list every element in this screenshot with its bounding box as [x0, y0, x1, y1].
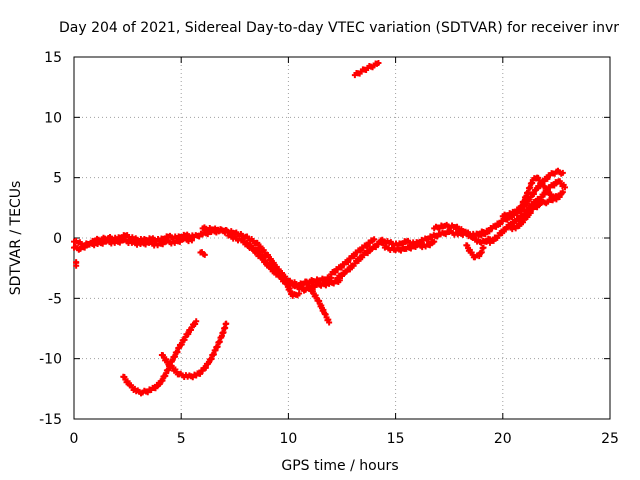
data-marker	[493, 223, 500, 230]
chart-title: Day 204 of 2021, Sidereal Day-to-day VTE…	[59, 20, 619, 36]
series-track-dip-upper	[199, 224, 335, 289]
data-point	[375, 60, 382, 67]
series-track-outlier-early	[197, 249, 208, 258]
data-marker	[551, 182, 558, 189]
y-tick-label: 15	[44, 50, 62, 66]
data-marker	[351, 253, 358, 260]
data-marker	[544, 175, 551, 182]
tick-labels: 0 5 10 15 20 25 -15 -10 -5 0 5 10 15	[39, 50, 619, 447]
data-marker	[541, 191, 548, 198]
data-marker	[372, 244, 379, 251]
data-point	[223, 320, 230, 327]
y-tick-label: -10	[39, 352, 62, 368]
data-point	[371, 236, 378, 243]
x-tick-label: 10	[279, 431, 297, 447]
series-track-baseline-morning-low	[71, 235, 195, 253]
series-track-afternoon-flat-low	[381, 238, 438, 254]
series-track-dropout	[302, 278, 333, 326]
data-marker	[176, 238, 183, 245]
data-marker	[152, 385, 159, 392]
x-tick-label: 15	[387, 431, 405, 447]
x-tick-label: 5	[177, 431, 186, 447]
series-track-low-arc-b	[158, 320, 230, 381]
data-marker	[355, 257, 362, 264]
series-track-dip-lower	[242, 240, 303, 299]
x-tick-label: 20	[494, 431, 512, 447]
data-marker	[202, 364, 209, 371]
data-marker	[524, 214, 531, 221]
data-marker	[534, 204, 541, 211]
y-tick-label: 10	[44, 110, 62, 126]
y-axis-label: SDTVAR / TECUs	[8, 181, 24, 296]
y-tick-label: 5	[53, 171, 62, 187]
data-point	[431, 238, 438, 245]
data-marker	[332, 269, 339, 276]
x-tick-label: 25	[601, 431, 619, 447]
data-marker	[497, 221, 504, 228]
data-marker	[357, 247, 364, 254]
data-marker	[482, 231, 489, 238]
series-track-recovery-lower	[334, 238, 388, 281]
data-marker	[338, 264, 345, 271]
data-marker	[345, 259, 352, 266]
y-tick-label: -15	[39, 412, 62, 428]
grid	[74, 57, 610, 419]
data-point	[73, 262, 80, 269]
series-track-outlier-start	[73, 259, 80, 269]
data-marker	[346, 266, 353, 273]
data-point	[326, 319, 333, 326]
data-series	[71, 60, 568, 397]
series-track-evening-dip	[463, 242, 487, 261]
data-marker	[159, 241, 166, 248]
y-tick-label: -5	[48, 291, 62, 307]
y-tick-label: 0	[53, 231, 62, 247]
series-track-evening-rise-4	[504, 191, 564, 233]
data-marker	[339, 273, 345, 280]
data-marker	[197, 370, 204, 377]
axis-ticks	[73, 56, 611, 420]
data-point	[559, 169, 566, 176]
data-point	[193, 318, 200, 325]
data-marker	[364, 250, 371, 257]
data-point	[201, 251, 208, 258]
data-marker	[516, 222, 523, 229]
data-point	[480, 244, 487, 251]
data-marker	[490, 237, 497, 244]
data-marker	[530, 190, 537, 197]
data-marker	[486, 228, 493, 235]
x-axis-label: GPS time / hours	[281, 458, 398, 474]
data-marker	[364, 242, 371, 249]
series-track-low-arc-a	[120, 318, 200, 397]
data-point	[561, 184, 568, 191]
data-point	[557, 191, 564, 198]
series-track-recovery	[328, 236, 378, 278]
data-marker	[499, 230, 506, 237]
x-tick-label: 0	[70, 431, 79, 447]
series-track-evening-rise-3	[499, 174, 566, 220]
series-track-high-arc	[351, 60, 382, 79]
data-point	[188, 237, 195, 244]
series-track-afternoon-arc	[431, 221, 493, 246]
data-point	[296, 290, 303, 297]
data-marker	[527, 209, 534, 216]
